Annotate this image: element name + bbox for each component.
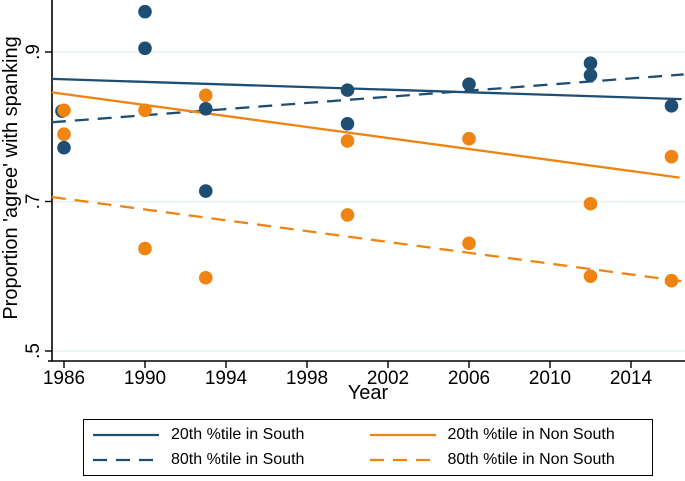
legend-entry: 80th %tile in South [93, 451, 370, 469]
fit-line [51, 91, 680, 179]
data-point [340, 134, 355, 148]
legend-entry: 80th %tile in Non South [369, 450, 647, 469]
legend-entry: 20th %tile in South [93, 426, 370, 444]
data-point [462, 77, 476, 91]
data-point [138, 103, 152, 118]
x-tick-label: 2006 [448, 368, 490, 389]
fit-line [51, 77, 682, 101]
legend-label: 80th %tile in Non South [447, 450, 615, 468]
legend-line-sample-icon [93, 434, 159, 437]
data-point [664, 273, 679, 288]
data-point [462, 236, 476, 251]
data-point [340, 208, 355, 222]
legend-line-sample-icon [369, 434, 436, 437]
fit-lines-layer [51, 73, 684, 283]
y-tick-label: .5 [23, 343, 44, 359]
data-point [198, 102, 213, 116]
fit-line [51, 73, 684, 124]
y-tick-label: .7 [23, 194, 44, 210]
data-point [664, 99, 679, 113]
legend-label: 20th %tile in Non South [447, 426, 615, 444]
data-point [583, 68, 598, 82]
legend-entry: 20th %tile in Non South [369, 426, 647, 444]
data-point [198, 184, 213, 198]
legend-label: 80th %tile in South [171, 450, 305, 468]
x-tick-label: 2010 [529, 368, 571, 389]
data-point [138, 41, 152, 56]
data-point [57, 140, 71, 155]
data-point [583, 269, 598, 284]
x-tick-label: 2002 [367, 368, 409, 389]
data-point [340, 83, 355, 97]
x-tick-label: 2014 [610, 368, 653, 389]
data-point [583, 196, 598, 211]
legend-line-sample-icon [93, 458, 159, 461]
data-point [138, 241, 152, 256]
x-tick-label: 1994 [205, 368, 248, 389]
data-point [462, 131, 476, 146]
y-tick-label: .9 [23, 44, 44, 60]
legend-line-sample-icon [369, 458, 436, 461]
axes-layer: .5 .7 .9 1986 1990 1994 1998 2002 2006 2010 2014 [23, 0, 685, 389]
legend-label: 20th %tile in South [171, 426, 305, 444]
x-axis-title: Year [348, 382, 389, 404]
x-tick-label: 1986 [43, 368, 85, 389]
y-axis-title: Proportion 'agree' with spanking [0, 36, 22, 319]
data-points-layer [55, 4, 679, 288]
data-point [198, 88, 213, 103]
data-point [57, 127, 71, 142]
data-point [198, 270, 213, 285]
data-point [583, 56, 598, 71]
data-point [340, 116, 355, 131]
x-tick-label: 1998 [286, 368, 328, 389]
x-tick-label: 1990 [124, 368, 166, 389]
fit-line [51, 195, 684, 283]
legend: 20th %tile in South 80th %tile in South 20… [83, 419, 653, 476]
data-point [138, 4, 152, 19]
grid-layer [52, 51, 685, 352]
data-point [57, 103, 71, 118]
data-point [664, 149, 679, 164]
